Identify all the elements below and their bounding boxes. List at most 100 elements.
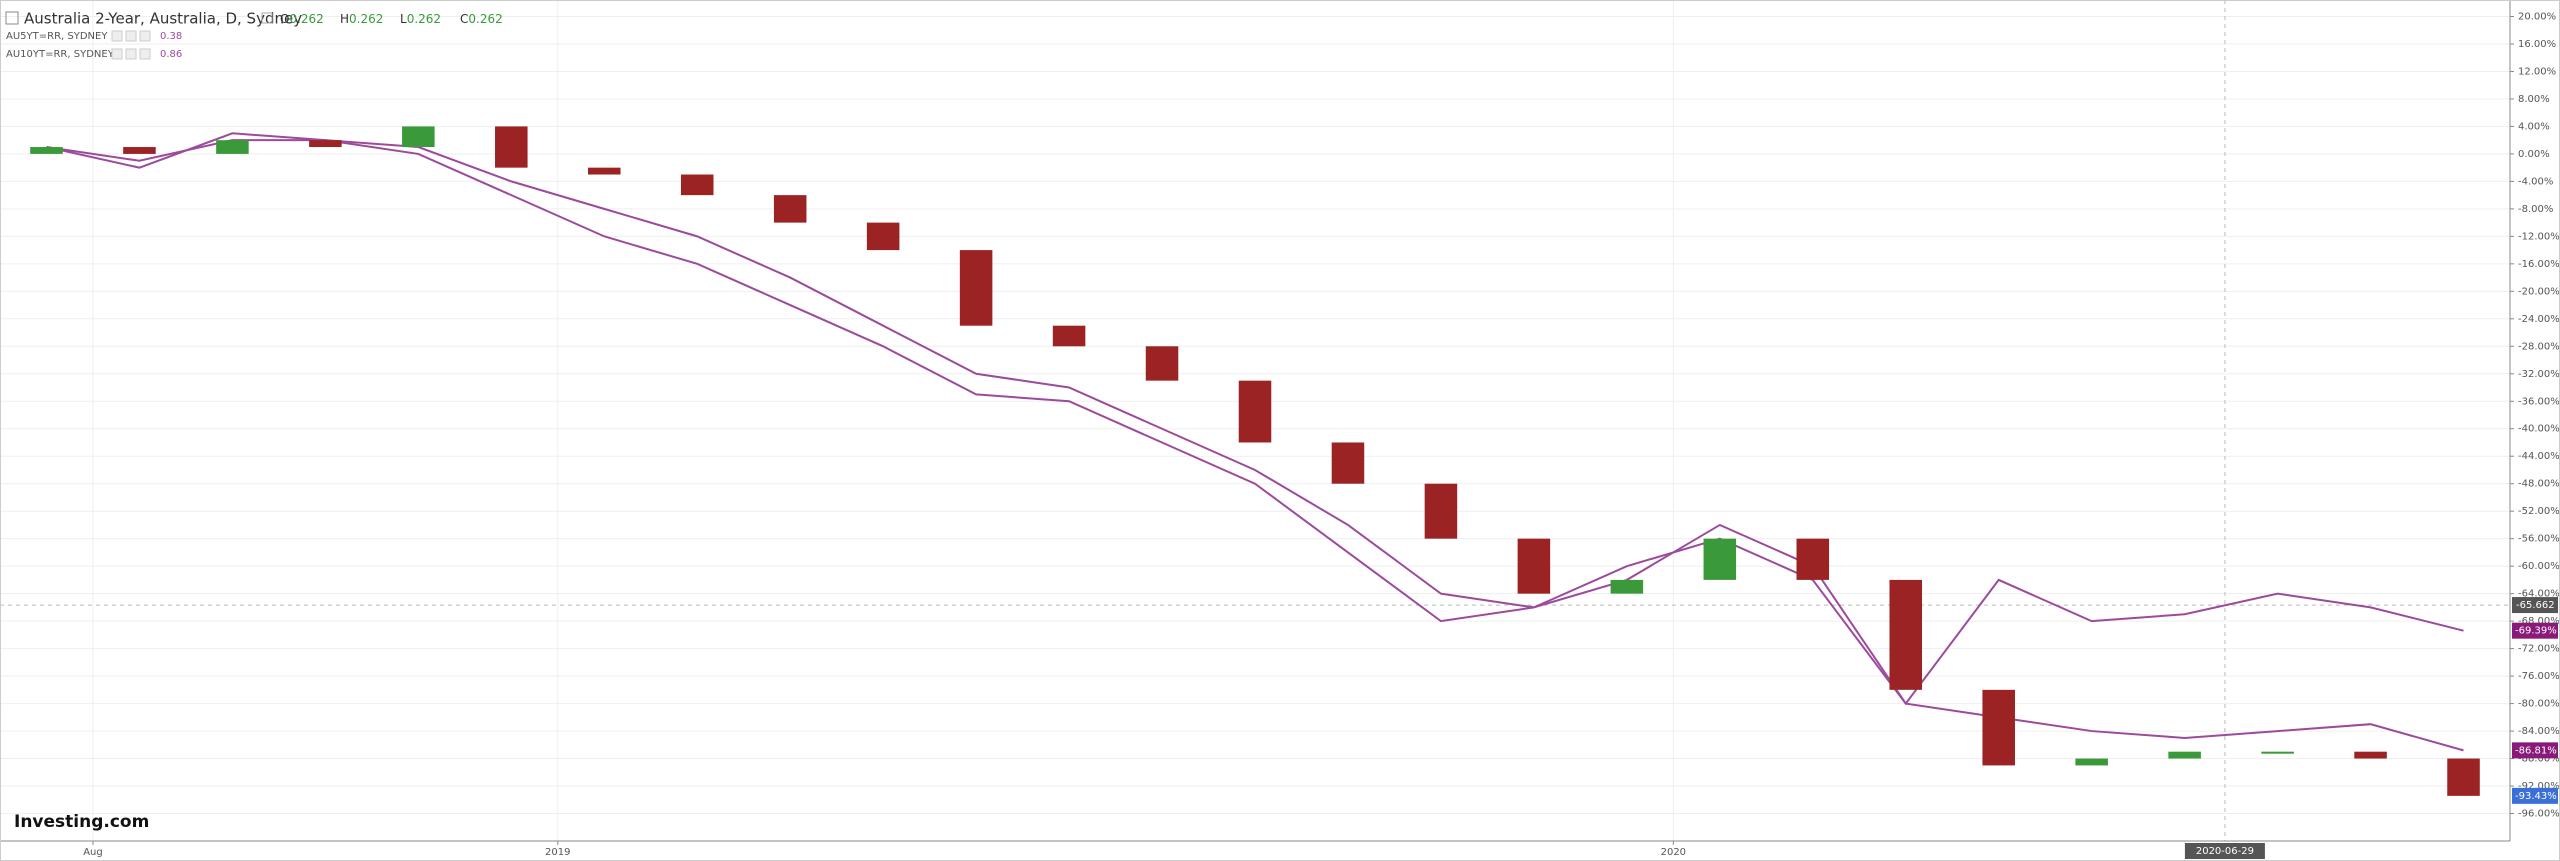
ohlc-value: 0.262 xyxy=(407,12,441,26)
x-tick-label: Aug xyxy=(83,847,103,858)
candle xyxy=(2261,751,2294,754)
legend-name: AU5YT=RR, SYDNEY xyxy=(6,31,108,42)
y-tick-label: 0.00% xyxy=(2518,149,2550,160)
collapse-icon[interactable] xyxy=(5,11,19,25)
candle xyxy=(2075,758,2108,766)
ohlc-icon xyxy=(261,12,273,24)
candle xyxy=(495,126,528,168)
y-tick-label: -84.00% xyxy=(2518,726,2560,737)
legend-value: 0.38 xyxy=(160,31,182,42)
legend-button xyxy=(111,48,123,60)
crosshair-x-tag xyxy=(2184,843,2265,859)
ohlc-value: 0.262 xyxy=(289,12,323,26)
legend-button xyxy=(125,48,137,60)
candle xyxy=(959,250,993,326)
y-tick-label: -12.00% xyxy=(2518,231,2560,242)
y-tick-label: -44.00% xyxy=(2518,451,2560,462)
crosshair-y-tag xyxy=(2512,597,2558,614)
x-tick-label: 2019 xyxy=(545,847,570,858)
logo: Investing.com xyxy=(14,812,149,832)
candle xyxy=(680,174,714,196)
ohlc-label: L xyxy=(400,12,407,26)
candle xyxy=(30,147,63,154)
candle xyxy=(1796,538,1830,580)
y-tick-label: -60.00% xyxy=(2518,561,2560,572)
candle xyxy=(1982,689,2015,766)
y-tick-label: 4.00% xyxy=(2518,121,2550,132)
candle xyxy=(866,222,900,251)
legend-name: AU10YT=RR, SYDNEY xyxy=(6,49,115,60)
marks xyxy=(30,126,2480,796)
chart-title: Australia 2-Year, Australia, D, Sydney xyxy=(24,10,302,28)
candle xyxy=(2168,751,2201,759)
candle xyxy=(2354,751,2387,759)
y-tick-label: -32.00% xyxy=(2518,369,2560,380)
y-tick-label: -52.00% xyxy=(2518,506,2560,517)
candle xyxy=(2447,758,2480,796)
legend-button xyxy=(125,30,137,42)
candle xyxy=(1424,483,1458,539)
ohlc-value: 0.262 xyxy=(468,12,502,26)
y-tick-label: 20.00% xyxy=(2518,11,2556,22)
candle xyxy=(1889,579,1923,690)
y-tick-label: -16.00% xyxy=(2518,259,2560,270)
legend-button xyxy=(111,30,123,42)
y-tick-label: -88.00% xyxy=(2518,754,2560,765)
candle xyxy=(773,195,807,223)
ohlc-label: C xyxy=(460,12,468,26)
legend-value: 0.86 xyxy=(160,49,182,60)
last-value-label: -69.39% xyxy=(2515,626,2557,637)
legend-button xyxy=(139,48,151,60)
y-tick-label: -64.00% xyxy=(2518,589,2560,600)
last-value-tag xyxy=(2512,742,2558,759)
y-tick-label: -28.00% xyxy=(2518,341,2560,352)
ohlc-item: L0.262 xyxy=(400,12,441,26)
candle xyxy=(402,126,435,148)
candle xyxy=(216,140,249,154)
y-tick-label: -24.00% xyxy=(2518,314,2560,325)
ohlc-item: C0.262 xyxy=(460,12,503,26)
y-tick-label: -96.00% xyxy=(2518,809,2560,820)
y-tick-label: -80.00% xyxy=(2518,699,2560,710)
y-tick-label: -40.00% xyxy=(2518,424,2560,435)
candle xyxy=(1610,579,1644,594)
candle xyxy=(1145,346,1179,381)
y-tick-label: -92.00% xyxy=(2518,781,2560,792)
ohlc-label: H xyxy=(340,12,349,26)
ohlc-row: O0.262 H0.262 L0.262 C0.262 xyxy=(261,12,503,26)
candle xyxy=(1331,442,1365,484)
legend: AU5YT=RR, SYDNEY 0.38 AU10YT=RR, SYDNEY 0.8… xyxy=(6,30,182,60)
last-value-label: -93.43% xyxy=(2515,791,2557,802)
candle xyxy=(1052,325,1086,347)
y-tick-label: -4.00% xyxy=(2518,176,2553,187)
candle xyxy=(309,140,342,148)
crosshair-y-label: -65.662 xyxy=(2516,600,2555,611)
y-tick-label: -68.00% xyxy=(2518,616,2560,627)
ohlc-label: O xyxy=(280,12,289,26)
ohlc-item: H0.262 xyxy=(340,12,383,26)
y-tick-label: 12.00% xyxy=(2518,66,2556,77)
y-tick-label: -56.00% xyxy=(2518,534,2560,545)
y-tick-label: 16.00% xyxy=(2518,39,2556,50)
y-tick-label: 8.00% xyxy=(2518,94,2550,105)
ohlc-value: 0.262 xyxy=(349,12,383,26)
ohlc-item: O0.262 xyxy=(280,12,324,26)
last-value-tag xyxy=(2512,622,2558,639)
y-tick-label: -76.00% xyxy=(2518,671,2560,682)
candle xyxy=(123,147,156,154)
candle xyxy=(1703,538,1737,580)
legend-button xyxy=(139,30,151,42)
last-value-label: -86.81% xyxy=(2515,745,2557,756)
y-tick-label: -8.00% xyxy=(2518,204,2553,215)
y-tick-label: -48.00% xyxy=(2518,479,2560,490)
y-tick-label: -72.00% xyxy=(2518,644,2560,655)
candle xyxy=(1517,538,1551,594)
y-tick-label: -36.00% xyxy=(2518,396,2560,407)
y-tick-label: -20.00% xyxy=(2518,286,2560,297)
x-tick-label: 2020 xyxy=(1661,847,1686,858)
last-value-tag xyxy=(2512,787,2558,804)
series-line xyxy=(46,132,2464,706)
